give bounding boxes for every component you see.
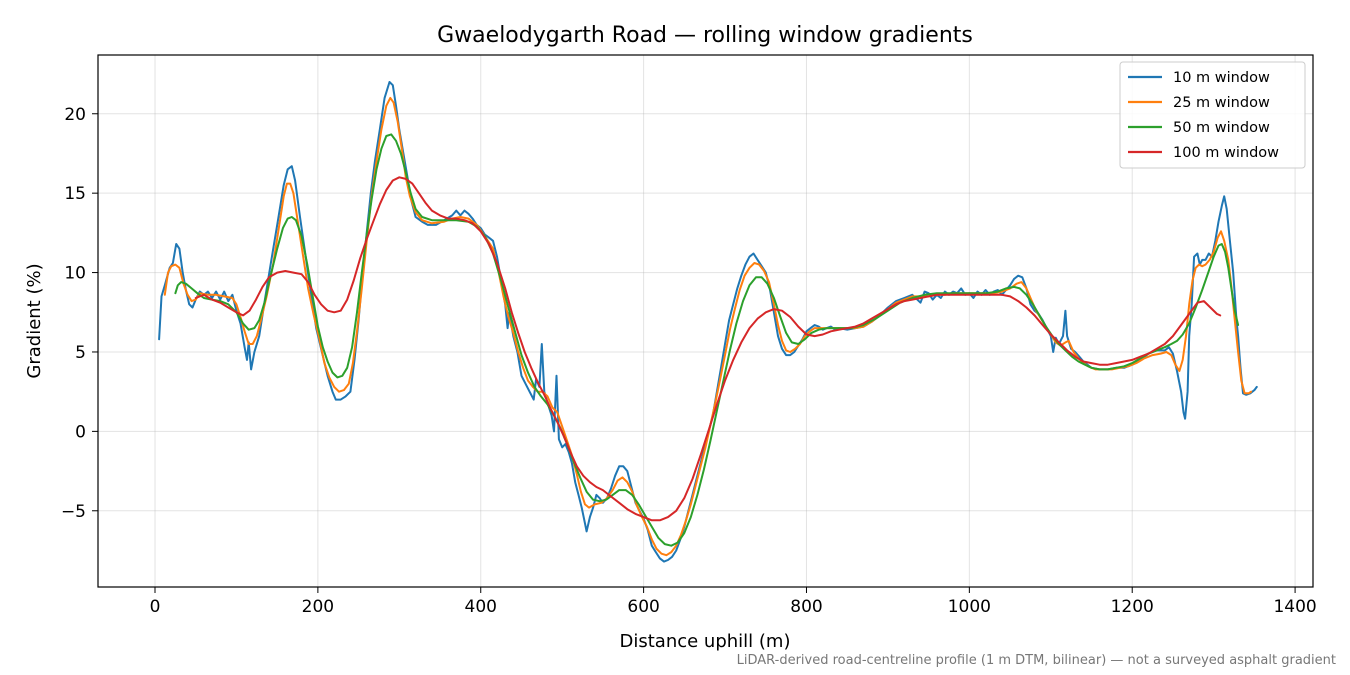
x-tick-label: 400 xyxy=(465,597,497,617)
legend-box xyxy=(1119,61,1306,169)
legend-item-100-m-window: 100 m window xyxy=(1128,145,1279,161)
y-axis-label: Gradient (%) xyxy=(24,263,45,378)
legend-label: 10 m window xyxy=(1173,70,1270,86)
x-tick-label: 600 xyxy=(627,597,659,617)
x-tick-label: 1400 xyxy=(1273,597,1316,617)
series-line-100-m-window xyxy=(194,176,1222,522)
y-tick-label: 10 xyxy=(64,264,86,284)
y-tick-label: 0 xyxy=(75,422,86,442)
y-tick-label: 15 xyxy=(64,184,86,204)
plot-frame xyxy=(97,54,1314,588)
legend-label: 25 m window xyxy=(1173,95,1270,111)
legend: 10 m window 25 m window 50 m window 100 m w… xyxy=(1119,61,1306,169)
y-tick-label: 20 xyxy=(64,105,86,125)
x-axis-label: Distance uphill (m) xyxy=(620,631,791,652)
x-tick-label: 0 xyxy=(150,597,161,617)
legend-label: 50 m window xyxy=(1173,120,1270,136)
y-tick-label: 5 xyxy=(75,343,86,363)
legend-item-50-m-window: 50 m window xyxy=(1128,120,1270,136)
legend-item-10-m-window: 10 m window xyxy=(1128,70,1270,86)
legend-item-25-m-window: 25 m window xyxy=(1128,95,1270,111)
chart-title: Gwaelodygarth Road — rolling window grad… xyxy=(437,23,973,48)
legend-label: 100 m window xyxy=(1173,145,1279,161)
x-tick-label: 1200 xyxy=(1111,597,1154,617)
x-tick-label: 1000 xyxy=(948,597,991,617)
series-line-50-m-window xyxy=(174,133,1240,547)
x-tick-label: 800 xyxy=(790,597,822,617)
y-tick-label: −5 xyxy=(61,502,86,522)
axis-ticks: 0 200 400 600 800 1000 1200 1400 −5 0 5 10 15 20 xyxy=(61,105,1317,617)
footnote: LiDAR-derived road-centreline profile (1… xyxy=(737,653,1336,668)
series-lines xyxy=(158,81,1258,563)
x-tick-label: 200 xyxy=(302,597,334,617)
